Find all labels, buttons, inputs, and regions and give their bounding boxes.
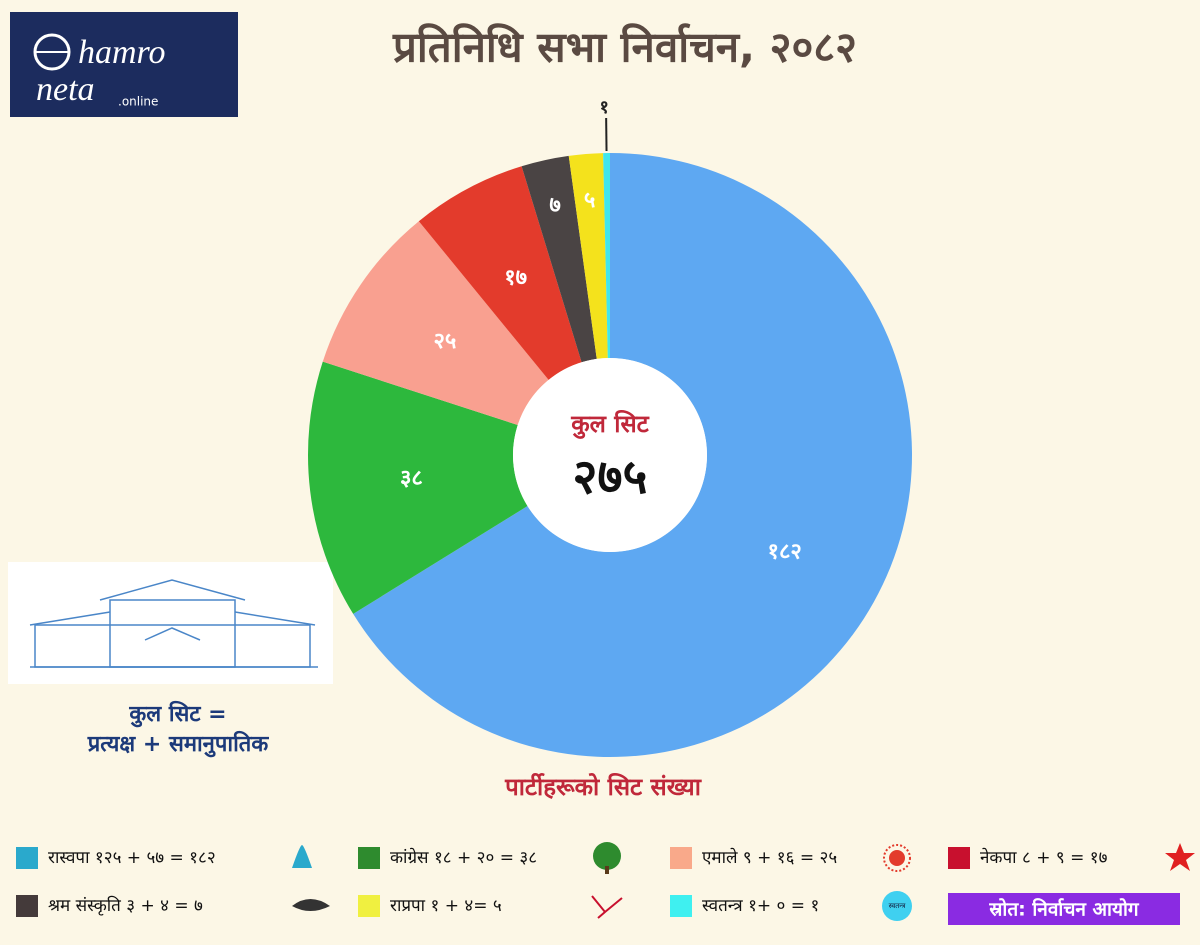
slice	[418, 166, 582, 380]
party-symbol	[889, 850, 905, 866]
party-symbol	[593, 842, 621, 870]
value-label: १७	[504, 266, 527, 291]
value-label: १	[599, 97, 608, 118]
party-symbol	[1165, 843, 1195, 871]
slice	[603, 153, 610, 359]
logo-text: hamro	[78, 34, 166, 71]
legend-swatch	[358, 895, 380, 917]
value-label: २५	[433, 329, 456, 354]
legend-label: राप्रपा १ + ४= ५	[390, 896, 502, 916]
legend-label: कांग्रेस १८ + २० = ३८	[390, 847, 537, 868]
slice	[307, 361, 528, 614]
slice	[521, 155, 597, 363]
legend-swatch	[16, 895, 38, 917]
legend-swatch	[948, 847, 970, 869]
logo-text: neta	[36, 71, 95, 108]
logo-box	[10, 12, 238, 117]
party-symbol-label: स्वतन्त्र	[889, 902, 906, 910]
legend-swatch	[670, 895, 692, 917]
legend-label: स्वतन्त्र १+ ० = १	[702, 896, 819, 916]
legend-label: नेकपा ८ + ९ = १७	[980, 847, 1108, 868]
slice	[322, 221, 549, 426]
building-roof	[144, 627, 201, 641]
legend-swatch	[16, 847, 38, 869]
side-caption: कुल सिट =	[128, 700, 226, 728]
value-label: ५	[584, 188, 595, 213]
slice	[568, 153, 608, 359]
building-roof	[99, 579, 246, 601]
legend-swatch	[358, 847, 380, 869]
party-symbol	[292, 899, 330, 911]
source-box	[948, 893, 1180, 925]
center-value: २७५	[573, 449, 648, 505]
party-symbol	[605, 866, 609, 874]
party-symbol	[882, 891, 912, 921]
source: स्रोत: निर्वाचन आयोग	[988, 898, 1140, 921]
legend-label: श्रम संस्कृति ३ + ४ = ७	[48, 895, 203, 916]
value-label: ७	[549, 193, 560, 218]
building-roof	[29, 611, 316, 626]
value-label: १८२	[768, 539, 802, 564]
party-symbol	[292, 845, 312, 868]
legend-swatch	[670, 847, 692, 869]
building-illustration	[8, 562, 333, 684]
legend-label: रास्वपा १२५ + ५७ = १८२	[48, 848, 216, 868]
logo: hamro neta .online	[10, 12, 238, 117]
logo-suffix: .online	[118, 95, 158, 109]
illustration-bg	[8, 562, 333, 684]
center-label: कुल सिट	[570, 410, 649, 439]
legend: रास्वपा १२५ + ५७ = १८२ कांग्रेस १८ + २० =…	[16, 842, 1195, 921]
side-caption: प्रत्यक्ष + समानुपातिक	[87, 730, 270, 758]
party-symbol	[591, 895, 623, 919]
party-symbol	[883, 844, 911, 872]
center-hole	[513, 358, 707, 552]
value-label: ३८	[400, 466, 423, 491]
slice	[353, 153, 913, 758]
chart-title: प्रतिनिधि सभा निर्वाचन, २०८२	[392, 23, 857, 72]
chart-subtitle: पार्टीहरूको सिट संख्या	[504, 773, 702, 801]
legend-label: एमाले ९ + १६ = २५	[702, 847, 837, 868]
donut: १८२ ३८ २५ १७ ७ ५ १ कुल सिट २७५	[307, 97, 913, 758]
